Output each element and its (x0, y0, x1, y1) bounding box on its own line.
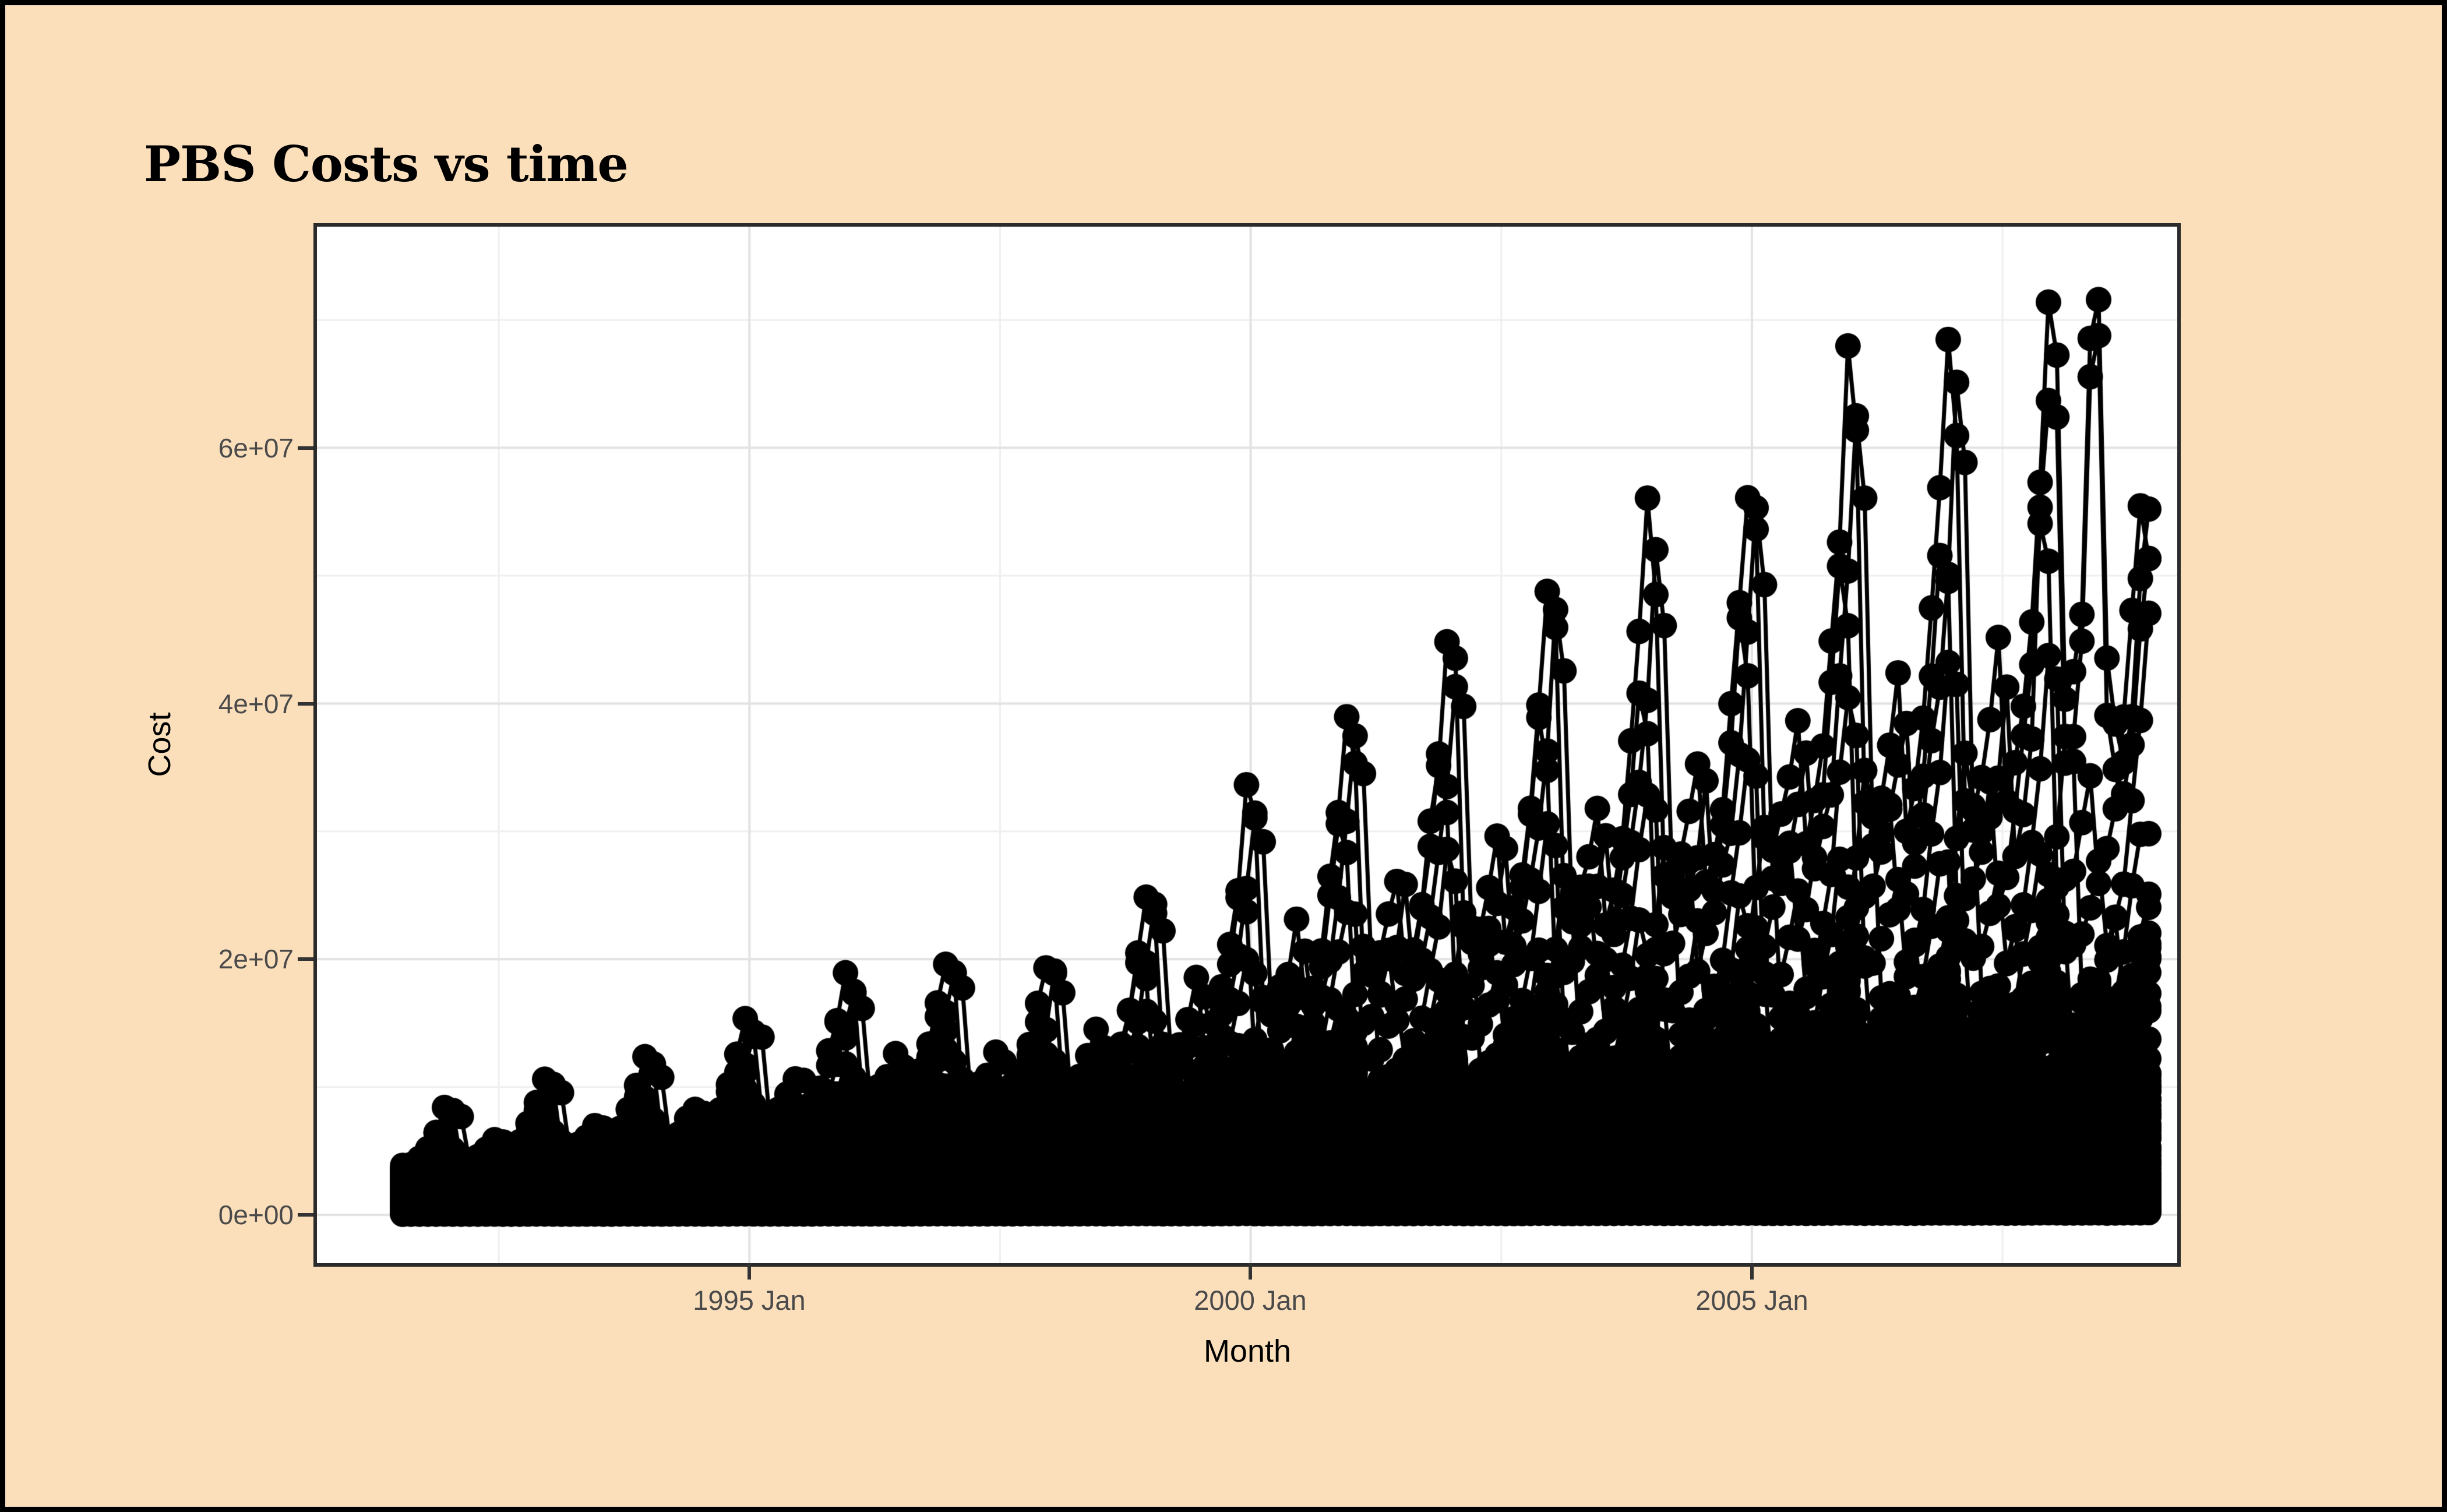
x-tick-mark (1750, 1263, 1754, 1280)
y-tick-label-0e00: 0e+00 (218, 1200, 294, 1230)
x-tick-label-2000: 2000 Jan (1194, 1285, 1307, 1316)
x-tick-label-2005: 2005 Jan (1695, 1285, 1808, 1316)
plot-panel (313, 223, 2181, 1267)
y-tick-mark (298, 957, 313, 961)
y-tick-label-4e07: 4e+07 (218, 689, 294, 719)
y-tick-mark (298, 446, 313, 450)
y-tick-mark (298, 1213, 313, 1217)
chart-title: PBS Costs vs time (144, 135, 629, 193)
x-tick-mark (1249, 1263, 1252, 1280)
x-tick-label-1995: 1995 Jan (693, 1285, 806, 1316)
x-tick-mark (748, 1263, 751, 1280)
y-tick-label-2e07: 2e+07 (218, 944, 294, 974)
y-axis-title: Cost (142, 712, 177, 777)
x-axis-title: Month (1203, 1334, 1292, 1369)
y-tick-label-6e07: 6e+07 (218, 433, 294, 463)
plot-canvas (317, 227, 2177, 1263)
y-tick-mark (298, 702, 313, 706)
